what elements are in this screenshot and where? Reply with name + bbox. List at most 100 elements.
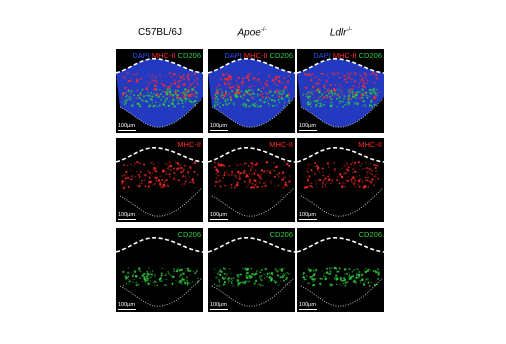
- stain-dot: [344, 172, 348, 175]
- stain-dot: [217, 174, 220, 177]
- stain-dot: [347, 103, 350, 106]
- stain-dot: [348, 89, 351, 92]
- stain-dot: [335, 283, 338, 286]
- stain-dot: [364, 74, 368, 77]
- stain-dot: [239, 172, 242, 175]
- stain-dot: [268, 75, 271, 78]
- stain-dot: [187, 93, 189, 95]
- stain-dot: [282, 279, 285, 282]
- stain-dot: [256, 185, 259, 189]
- stain-dot: [283, 268, 285, 270]
- stain-dot: [355, 282, 357, 284]
- stain-dot: [164, 274, 167, 277]
- stain-dot: [122, 284, 125, 287]
- stain-dot: [333, 168, 337, 171]
- stain-dot: [168, 101, 170, 103]
- stain-dot: [356, 172, 358, 174]
- stain-dot: [343, 75, 345, 77]
- stain-dot: [236, 275, 240, 278]
- stain-dot: [164, 170, 167, 173]
- stain-dot: [151, 273, 153, 276]
- stain-dot: [358, 175, 360, 177]
- stain-dot: [349, 276, 353, 279]
- stain-dot: [224, 93, 227, 96]
- stain-dot: [253, 179, 256, 182]
- stain-dot: [186, 171, 190, 174]
- stain-dot: [348, 94, 351, 97]
- stain-dot: [303, 100, 305, 102]
- stain-dot: [345, 80, 348, 84]
- stain-dot: [174, 95, 176, 97]
- stain-dot: [312, 269, 315, 272]
- border-dashed: [297, 237, 384, 253]
- stain-dot: [183, 183, 186, 185]
- stain-dot: [152, 281, 155, 284]
- stain-dot: [256, 95, 259, 97]
- stain-dot: [252, 90, 254, 92]
- stain-dot: [236, 165, 238, 167]
- stain-dot: [278, 79, 281, 83]
- stain-dot: [241, 85, 243, 87]
- stain-dot: [170, 75, 172, 78]
- stain-dot: [368, 285, 371, 287]
- stain-dot: [157, 162, 159, 164]
- stain-dot: [195, 100, 198, 102]
- stain-dot: [355, 282, 357, 285]
- stain-dot: [369, 162, 372, 164]
- stain-dot: [222, 176, 225, 179]
- stain-dot: [321, 277, 323, 280]
- stain-dot: [314, 104, 317, 108]
- stain-dot: [244, 84, 246, 86]
- stain-dot: [359, 279, 362, 282]
- stain-dot: [267, 104, 269, 107]
- stain-dot: [280, 280, 282, 282]
- stain-dot: [136, 170, 138, 173]
- stain-dot: [361, 93, 363, 95]
- stain-dot: [245, 103, 248, 106]
- stain-dot: [126, 99, 128, 102]
- stain-dot: [341, 185, 344, 189]
- stain-dot: [328, 92, 331, 95]
- stain-dot: [316, 187, 318, 189]
- stain-dot: [185, 81, 187, 83]
- stain-dot: [369, 104, 372, 107]
- stain-dot: [362, 93, 365, 96]
- stain-dot: [252, 163, 255, 166]
- stain-dot: [276, 89, 279, 93]
- stain-dot: [175, 161, 177, 164]
- stain-dot: [227, 83, 230, 86]
- stain-dot: [159, 186, 162, 189]
- stain-dot: [148, 81, 150, 83]
- stain-dot: [358, 90, 361, 94]
- stain-dot: [130, 104, 133, 107]
- stain-dot: [138, 184, 141, 187]
- stain-dot: [136, 161, 139, 164]
- stain-dot: [227, 100, 229, 102]
- stain-dot: [218, 281, 220, 283]
- stain-dot: [175, 93, 177, 95]
- stain-dot: [146, 275, 149, 278]
- stain-dot: [245, 172, 247, 174]
- stain-labels: DAPI MHC-II CD206: [311, 51, 382, 60]
- stain-dot: [246, 186, 248, 188]
- stain-dot: [254, 279, 258, 283]
- stain-dot: [192, 181, 195, 184]
- stain-dot: [149, 180, 152, 184]
- stain-dot: [149, 161, 152, 164]
- stain-dot: [192, 270, 194, 272]
- stain-dot: [127, 176, 129, 179]
- stain-dot: [131, 275, 134, 278]
- stain-dot: [238, 88, 241, 91]
- stain-dot: [347, 74, 350, 78]
- stain-dot: [248, 280, 251, 283]
- stain-dot: [147, 82, 150, 85]
- stain-dot: [164, 90, 167, 93]
- stain-dot: [288, 93, 290, 95]
- stain-dot: [151, 95, 154, 98]
- stain-dot: [151, 83, 153, 85]
- stain-dot: [232, 277, 235, 280]
- stain-dot: [365, 172, 368, 174]
- stain-dot: [377, 177, 380, 180]
- stain-dot: [138, 177, 140, 179]
- stain-dot: [332, 87, 336, 91]
